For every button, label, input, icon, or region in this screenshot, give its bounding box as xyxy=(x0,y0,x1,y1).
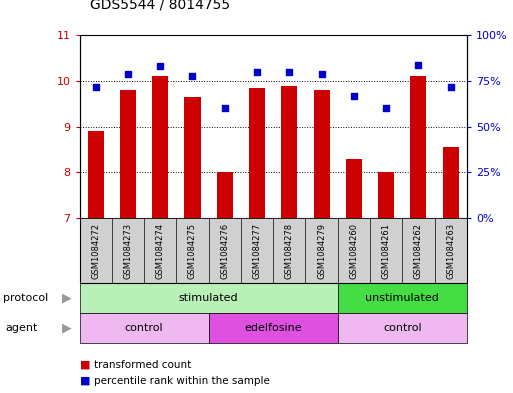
Bar xyxy=(378,173,394,218)
Text: protocol: protocol xyxy=(3,293,48,303)
Bar xyxy=(313,90,330,218)
Bar xyxy=(184,97,201,218)
Text: GSM1084273: GSM1084273 xyxy=(124,222,132,279)
Point xyxy=(253,69,261,75)
Point xyxy=(221,105,229,112)
Point xyxy=(91,83,100,90)
Text: stimulated: stimulated xyxy=(179,293,239,303)
Text: GSM1084277: GSM1084277 xyxy=(252,222,262,279)
Text: GSM1084262: GSM1084262 xyxy=(414,222,423,279)
Text: GSM1084272: GSM1084272 xyxy=(91,222,100,279)
Text: edelfosine: edelfosine xyxy=(244,323,302,333)
Bar xyxy=(249,88,265,218)
Bar xyxy=(443,147,459,218)
Text: control: control xyxy=(383,323,422,333)
Point xyxy=(382,105,390,112)
Text: percentile rank within the sample: percentile rank within the sample xyxy=(94,376,270,386)
Text: GSM1084274: GSM1084274 xyxy=(156,222,165,279)
Text: GSM1084263: GSM1084263 xyxy=(446,222,455,279)
Bar xyxy=(216,173,233,218)
Text: GSM1084278: GSM1084278 xyxy=(285,222,294,279)
Bar xyxy=(152,77,168,218)
Bar xyxy=(88,131,104,218)
Text: transformed count: transformed count xyxy=(94,360,191,370)
Point xyxy=(188,72,196,79)
Text: ▶: ▶ xyxy=(62,292,71,305)
Text: ■: ■ xyxy=(80,376,90,386)
Text: control: control xyxy=(125,323,163,333)
Point xyxy=(350,92,358,99)
Bar xyxy=(410,77,426,218)
Text: GSM1084260: GSM1084260 xyxy=(349,222,359,279)
Point xyxy=(124,71,132,77)
Point xyxy=(285,69,293,75)
Point xyxy=(415,61,423,68)
Text: GSM1084279: GSM1084279 xyxy=(317,222,326,279)
Point xyxy=(318,71,326,77)
Text: unstimulated: unstimulated xyxy=(365,293,439,303)
Text: ▶: ▶ xyxy=(62,322,71,335)
Text: ■: ■ xyxy=(80,360,90,370)
Text: GSM1084276: GSM1084276 xyxy=(220,222,229,279)
Point xyxy=(156,63,164,70)
Point xyxy=(447,83,455,90)
Text: agent: agent xyxy=(5,323,37,333)
Text: GSM1084261: GSM1084261 xyxy=(382,222,390,279)
Text: GSM1084275: GSM1084275 xyxy=(188,222,197,279)
Text: GDS5544 / 8014755: GDS5544 / 8014755 xyxy=(90,0,230,12)
Bar xyxy=(281,86,298,218)
Bar xyxy=(346,159,362,218)
Bar xyxy=(120,90,136,218)
